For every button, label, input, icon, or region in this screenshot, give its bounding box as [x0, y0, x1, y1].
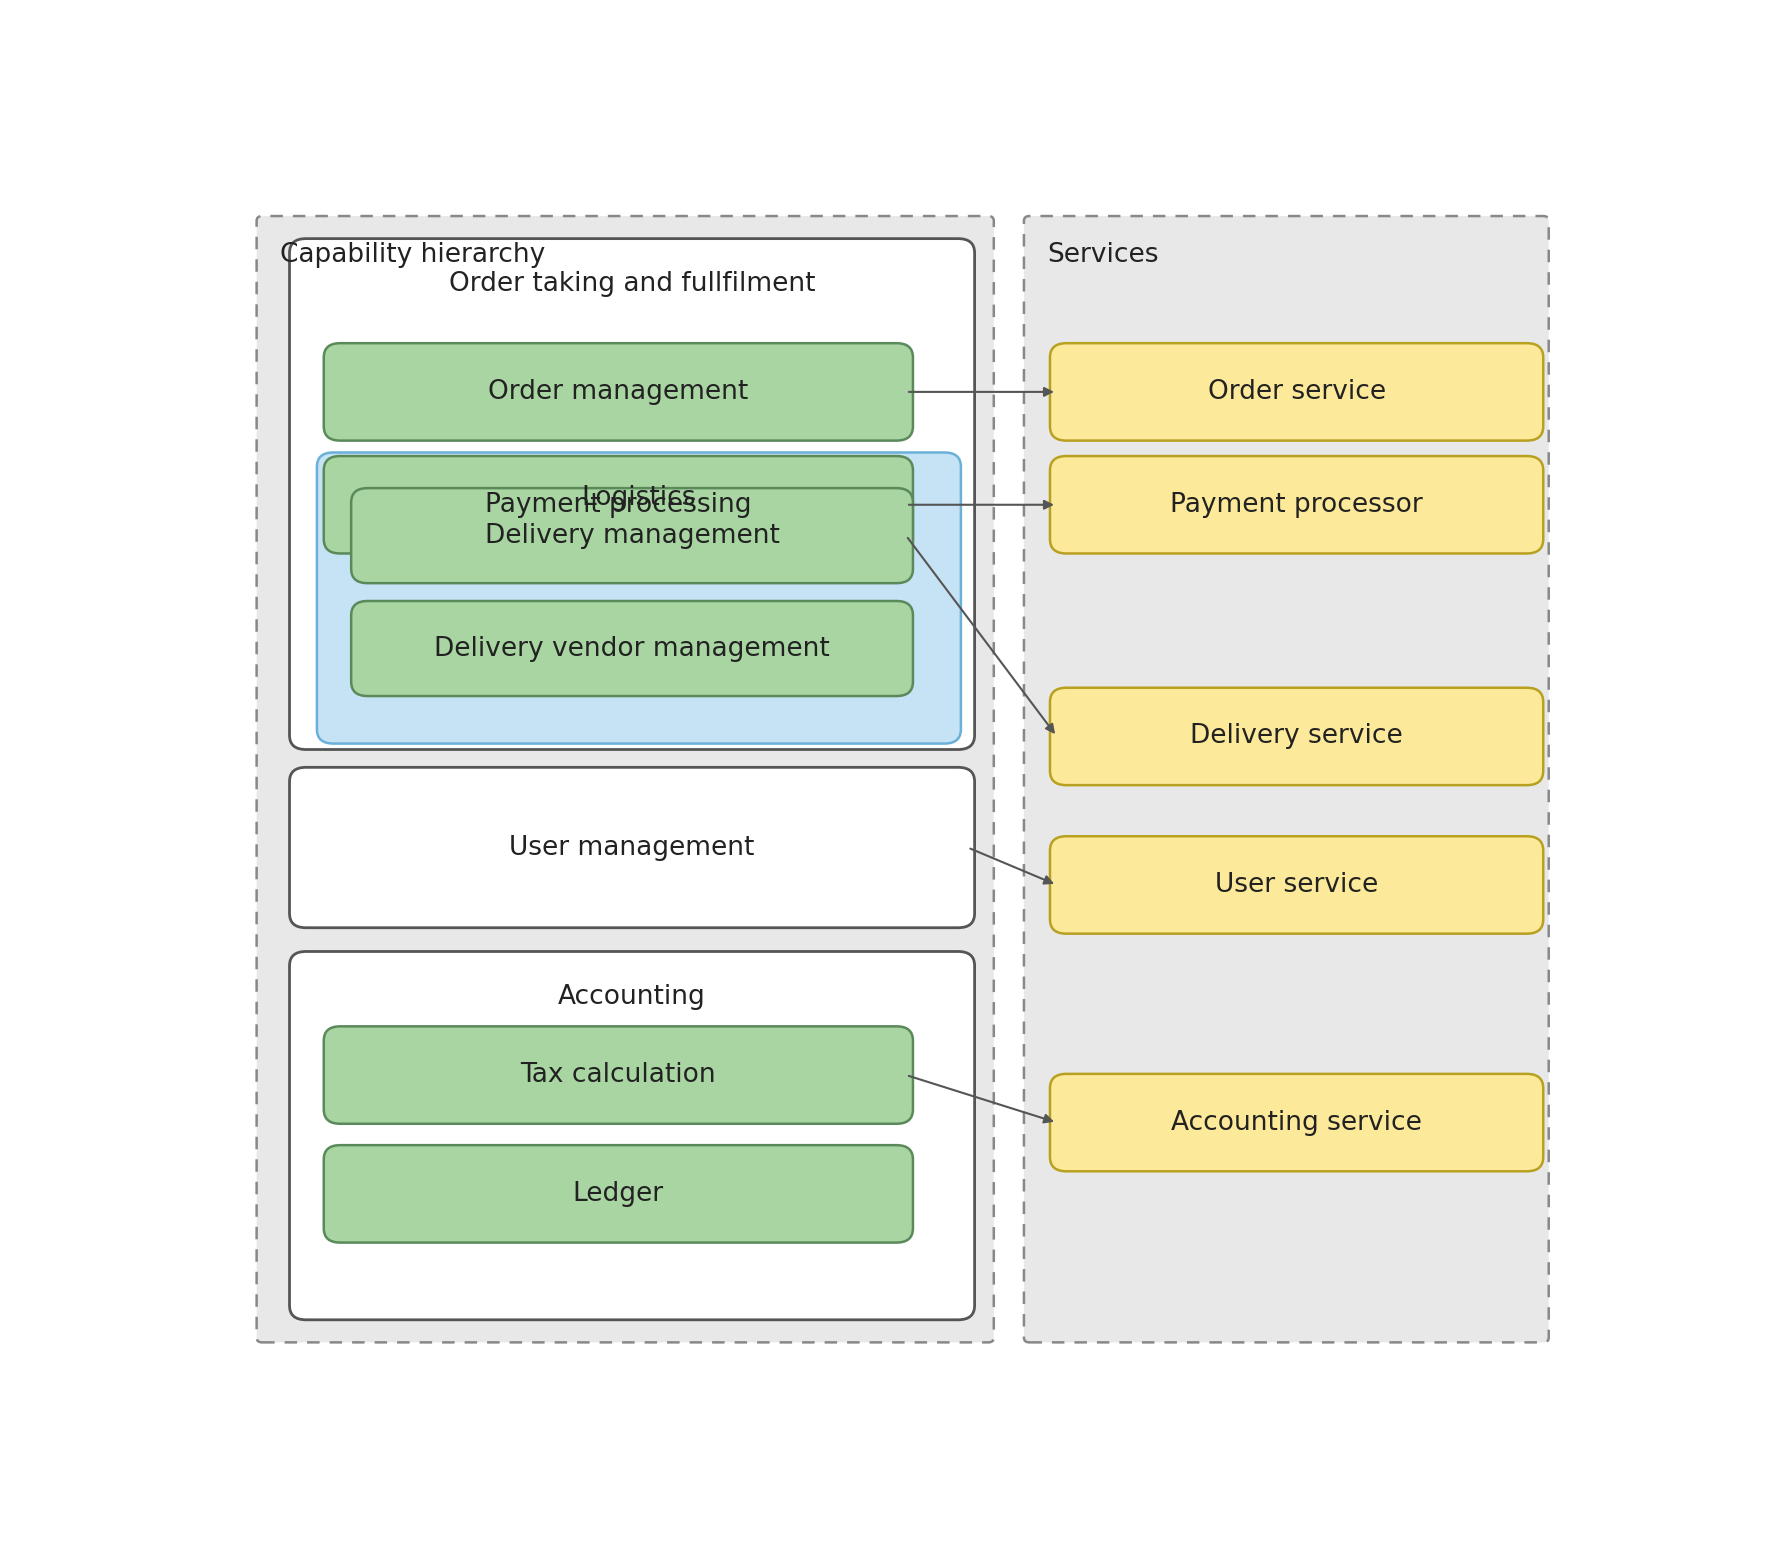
FancyBboxPatch shape — [324, 343, 912, 441]
Text: Tax calculation: Tax calculation — [520, 1062, 716, 1088]
FancyBboxPatch shape — [324, 457, 912, 554]
FancyBboxPatch shape — [290, 239, 974, 750]
FancyBboxPatch shape — [1050, 1074, 1543, 1171]
Text: Accounting service: Accounting service — [1170, 1109, 1421, 1136]
Text: Ledger: Ledger — [573, 1180, 665, 1207]
Text: Order service: Order service — [1208, 380, 1386, 404]
FancyBboxPatch shape — [316, 452, 962, 744]
Text: Services: Services — [1047, 242, 1158, 268]
FancyBboxPatch shape — [1050, 836, 1543, 934]
FancyBboxPatch shape — [1024, 216, 1549, 1342]
Text: Payment processor: Payment processor — [1170, 492, 1423, 518]
FancyBboxPatch shape — [352, 488, 912, 583]
Text: Capability hierarchy: Capability hierarchy — [279, 242, 545, 268]
Text: Order taking and fullfilment: Order taking and fullfilment — [449, 270, 815, 296]
Text: Order management: Order management — [488, 380, 748, 404]
FancyBboxPatch shape — [324, 1026, 912, 1123]
Text: Accounting: Accounting — [559, 983, 705, 1009]
FancyBboxPatch shape — [1050, 688, 1543, 785]
FancyBboxPatch shape — [324, 1145, 912, 1242]
Text: Delivery management: Delivery management — [484, 523, 780, 549]
Text: Logistics: Logistics — [582, 485, 697, 511]
Text: Delivery vendor management: Delivery vendor management — [435, 636, 829, 662]
Text: User service: User service — [1215, 872, 1379, 898]
FancyBboxPatch shape — [1050, 343, 1543, 441]
FancyBboxPatch shape — [256, 216, 994, 1342]
FancyBboxPatch shape — [1050, 457, 1543, 554]
FancyBboxPatch shape — [290, 767, 974, 927]
FancyBboxPatch shape — [290, 952, 974, 1319]
FancyBboxPatch shape — [352, 602, 912, 696]
Text: User management: User management — [509, 835, 755, 861]
Text: Payment processing: Payment processing — [484, 492, 751, 518]
Text: Delivery service: Delivery service — [1190, 724, 1404, 750]
